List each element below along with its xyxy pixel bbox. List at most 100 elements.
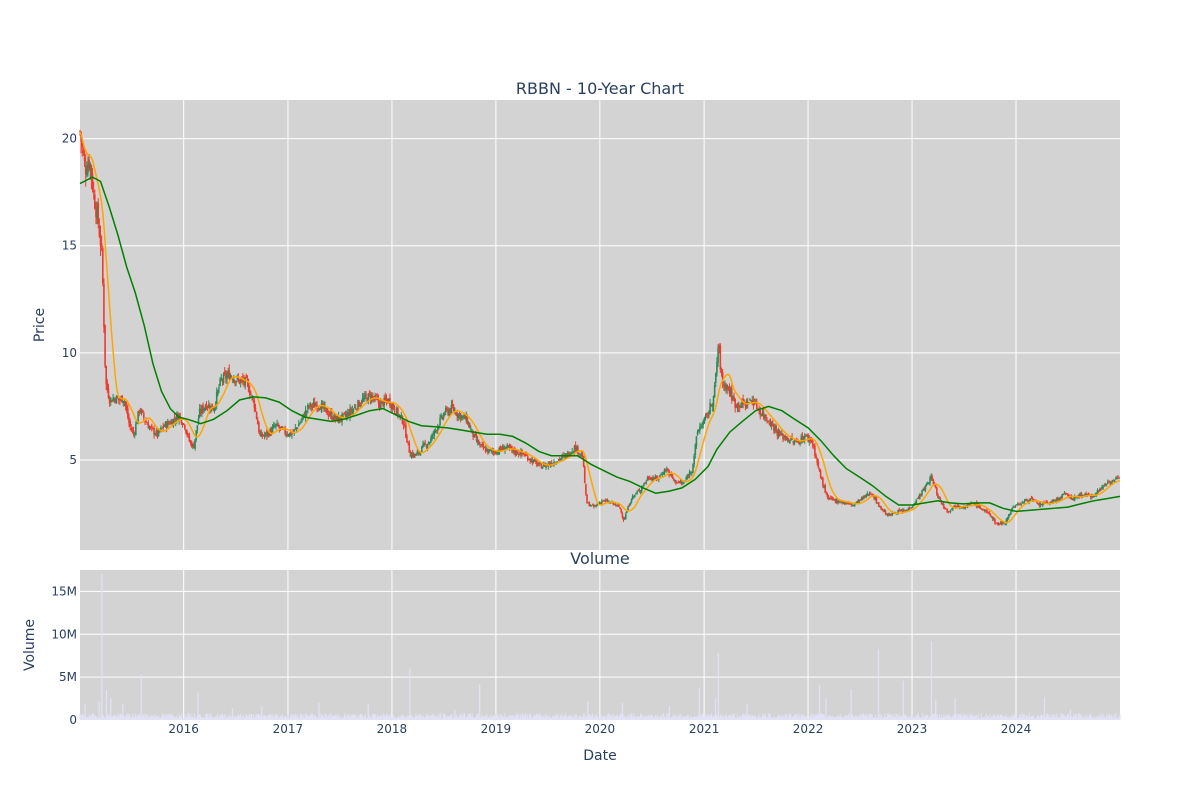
candle-body <box>479 444 481 445</box>
candle-body <box>380 401 382 410</box>
candle-body <box>883 510 886 512</box>
candle-body <box>213 407 216 411</box>
candle-body <box>446 408 448 410</box>
candle-body <box>826 494 829 498</box>
candle-body <box>902 509 905 512</box>
candle-body <box>711 404 714 407</box>
candle-body <box>783 436 785 438</box>
candle-body <box>501 446 504 451</box>
candle-body <box>929 477 931 484</box>
candle-body <box>664 468 667 471</box>
candle-body <box>1016 503 1019 506</box>
candle-body <box>429 442 431 444</box>
candle-body <box>384 397 387 401</box>
candle-body <box>763 414 766 418</box>
candle-body <box>186 431 188 436</box>
candle-body <box>622 517 625 521</box>
candle-body <box>189 441 192 443</box>
candle-body <box>1022 502 1025 504</box>
candle-body <box>260 432 262 437</box>
candle-body <box>1042 502 1044 506</box>
candle-body <box>638 490 641 492</box>
candle-body <box>212 409 215 411</box>
candle-body <box>397 408 399 416</box>
candle-body <box>127 408 129 418</box>
candle-body <box>582 456 585 467</box>
candle-body <box>475 435 478 441</box>
candle-body <box>1008 514 1011 515</box>
candle-body <box>688 471 691 477</box>
candle-body <box>939 498 942 501</box>
candle-body <box>728 388 731 394</box>
candle-body <box>287 435 290 437</box>
candle-body <box>982 508 985 511</box>
candle-body <box>434 429 437 431</box>
candle-body <box>962 507 964 509</box>
candle-body <box>391 404 393 410</box>
candle-body <box>332 418 334 420</box>
candle-body <box>832 498 834 500</box>
candle-body <box>623 518 626 520</box>
candle-body <box>890 513 893 516</box>
candle-body <box>602 500 604 502</box>
candle-body <box>443 414 446 415</box>
candle-body <box>244 377 247 386</box>
candle-body <box>113 398 115 401</box>
candle-body <box>1087 493 1090 495</box>
candle-body <box>114 398 117 402</box>
candle-body <box>620 508 623 513</box>
candle-body <box>234 380 236 383</box>
candle-body <box>932 479 935 485</box>
candle-body <box>670 472 673 476</box>
candle-body <box>1071 498 1074 500</box>
candle-body <box>520 450 522 455</box>
candle-body <box>377 398 380 404</box>
candle-body <box>1101 486 1103 489</box>
candle-body <box>683 482 685 484</box>
candle-body <box>354 408 357 410</box>
candle-body <box>737 402 740 408</box>
candle-body <box>615 504 618 506</box>
candle-body <box>812 444 815 447</box>
candle-body <box>406 436 408 443</box>
candle-body <box>123 401 126 402</box>
candle-body <box>601 501 603 505</box>
candle-body <box>924 485 927 490</box>
candle-body <box>275 424 277 427</box>
candle-body <box>320 403 323 412</box>
candle-body <box>192 444 194 447</box>
candle-body <box>131 429 134 431</box>
candle-body <box>255 411 258 419</box>
candle-body <box>847 502 849 504</box>
candle-body <box>308 406 310 407</box>
candle-body <box>185 429 187 433</box>
candle-body <box>632 495 635 497</box>
candle-body <box>937 494 939 498</box>
candle-body <box>560 458 562 460</box>
candle-body <box>624 513 627 519</box>
candle-body <box>795 441 798 443</box>
price-chart-title: RBBN - 10-Year Chart <box>516 79 684 98</box>
candle-body <box>235 380 237 383</box>
candle-body <box>362 398 365 400</box>
candle-body <box>864 495 866 497</box>
price-y-tick-label: 5 <box>69 453 77 467</box>
candle-body <box>227 371 229 375</box>
candle-body <box>1105 484 1108 485</box>
candle-body <box>524 454 527 456</box>
candle-body <box>827 496 830 499</box>
candle-body <box>693 455 695 465</box>
candle-body <box>979 505 981 509</box>
candle-body <box>1079 494 1082 496</box>
candle-body <box>293 429 296 433</box>
candle-body <box>787 438 790 442</box>
candle-body <box>818 468 821 472</box>
candle-body <box>769 422 772 427</box>
candle-body <box>900 510 903 512</box>
candle-body <box>852 505 855 506</box>
candle-body <box>423 443 425 446</box>
candle-body <box>613 503 616 505</box>
candle-body <box>329 412 332 415</box>
candle-body <box>652 477 654 480</box>
candle-body <box>418 451 421 454</box>
